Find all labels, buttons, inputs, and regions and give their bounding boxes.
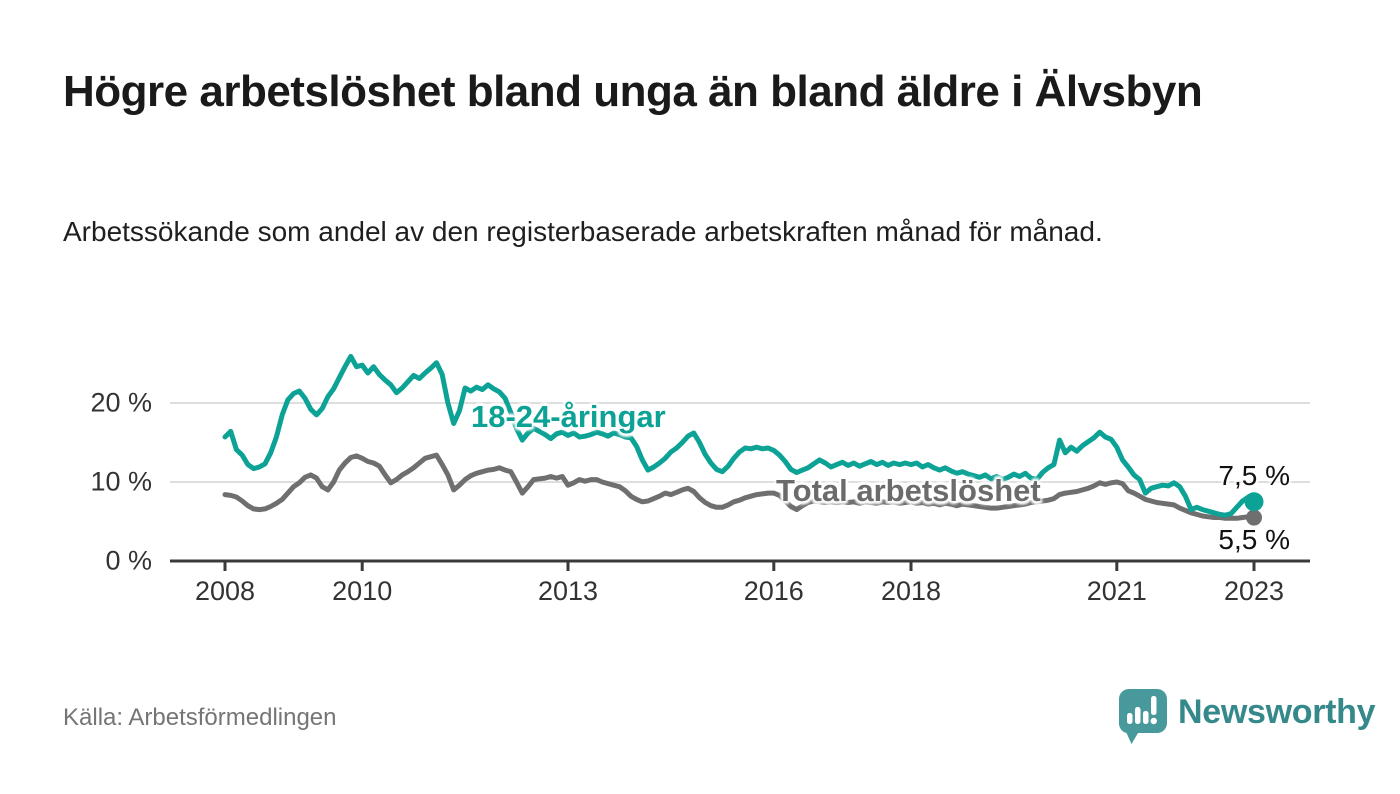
y-tick-label: 10 %	[90, 466, 152, 497]
x-tick-label: 2021	[1086, 576, 1147, 606]
total-unemployment-line	[222, 452, 1257, 521]
youth-end-value-label: 7,5 %	[1218, 460, 1290, 491]
y-tick-label: 20 %	[90, 387, 152, 418]
newsworthy-logo: Newsworthy	[1118, 688, 1376, 746]
chart-subtitle: Arbetssökande som andel av den registerb…	[63, 216, 1103, 247]
newsworthy-logo-icon	[1118, 689, 1167, 744]
newsworthy-logo-text: Newsworthy	[1178, 693, 1376, 731]
youth-series-label: 18-24-åringar	[471, 399, 666, 434]
x-tick-label: 2008	[194, 576, 256, 606]
source-caption: Källa: Arbetsförmedlingen	[63, 704, 337, 731]
x-tick-label: 2023	[1223, 576, 1285, 606]
x-tick-label: 2010	[332, 576, 393, 606]
youth-end-dot	[1244, 492, 1264, 512]
youth-unemployment-line	[222, 353, 1257, 518]
total-series-label: Total arbetslöshet	[776, 473, 1041, 508]
total-end-dot	[1246, 509, 1262, 526]
x-tick-label: 2016	[743, 576, 804, 606]
total-end-value-label: 5,5 %	[1218, 524, 1290, 555]
x-tick-label: 2018	[880, 576, 942, 606]
x-tick-label: 2013	[537, 576, 599, 606]
y-tick-label: 0 %	[105, 545, 152, 576]
page-title: Högre arbetslöshet bland unga än bland ä…	[63, 67, 1203, 116]
x-axis	[170, 559, 1310, 571]
